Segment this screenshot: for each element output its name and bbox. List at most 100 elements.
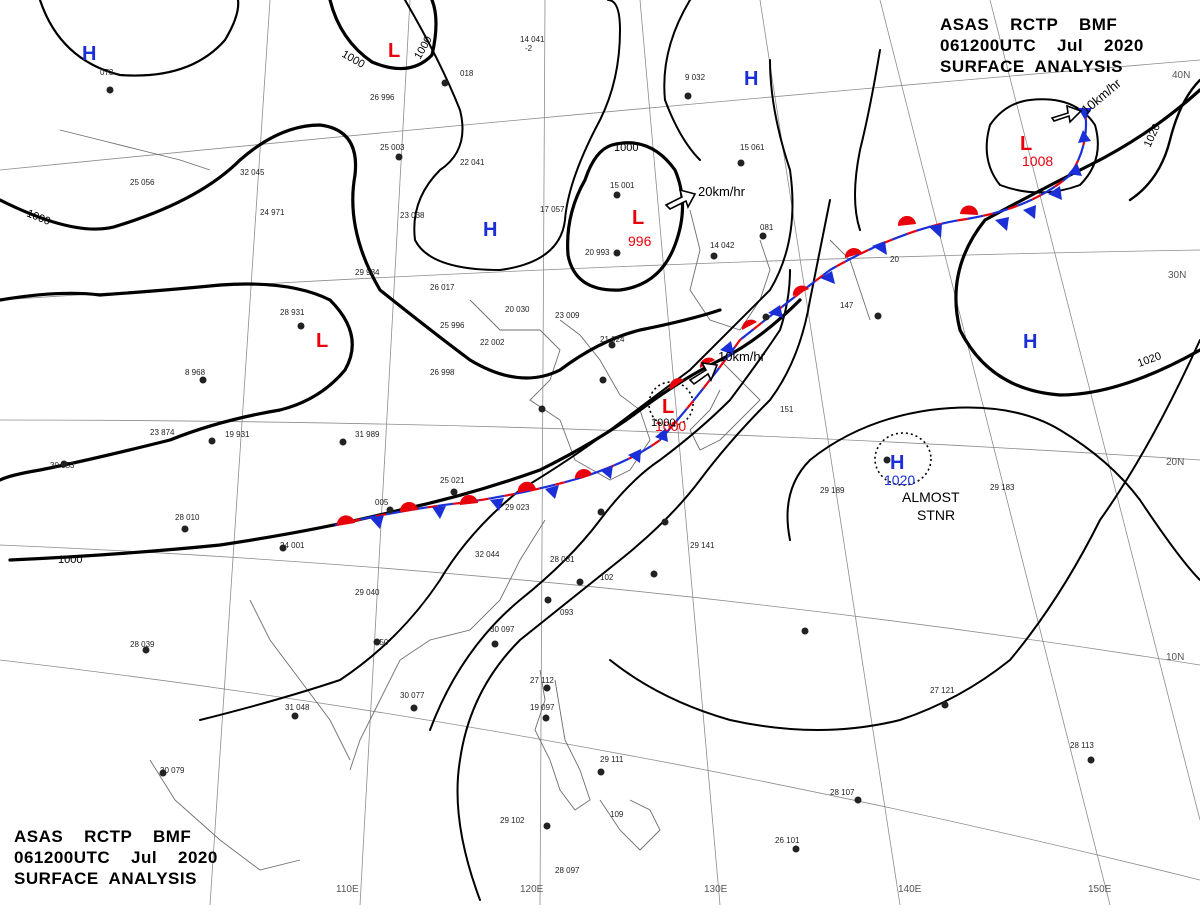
- svg-text:102: 102: [600, 573, 614, 582]
- svg-text:29 189: 29 189: [820, 486, 845, 495]
- header-line-1: ASAS RCTP BMF: [14, 827, 192, 846]
- svg-text:050: 050: [375, 638, 389, 647]
- lat-label: 40N: [1172, 70, 1190, 81]
- motion-arrows: [664, 104, 1083, 386]
- isobar-1020-northeast: [1128, 78, 1200, 202]
- svg-text:109: 109: [610, 810, 624, 819]
- lon-label: 140E: [898, 884, 922, 895]
- isobar-1000-south: [8, 298, 802, 562]
- isobar-north-low: [328, 0, 438, 71]
- header-line-3: SURFACE ANALYSIS: [940, 57, 1123, 76]
- svg-text:19 097: 19 097: [530, 703, 555, 712]
- svg-text:29 984: 29 984: [355, 268, 380, 277]
- svg-text:30 953: 30 953: [50, 461, 75, 470]
- svg-text:19 931: 19 931: [225, 430, 250, 439]
- isobar-mid: [199, 59, 794, 721]
- header-line-3: SURFACE ANALYSIS: [14, 869, 197, 888]
- svg-text:27 121: 27 121: [930, 686, 955, 695]
- svg-text:28 039: 28 039: [130, 640, 155, 649]
- lat-label: 30N: [1168, 270, 1186, 281]
- lat-label: 20N: [1166, 457, 1184, 468]
- svg-text:24 001: 24 001: [280, 541, 305, 550]
- isobar-mongolia-low: [566, 141, 685, 292]
- high-pacific-1-value: 1020: [884, 472, 915, 488]
- motion-label: 20km/hr: [698, 184, 746, 199]
- isobar-1004: [429, 269, 791, 731]
- svg-text:29 141: 29 141: [690, 541, 715, 550]
- low-northeast-label: L: [1020, 133, 1032, 155]
- isobar-1012: [609, 339, 1200, 731]
- chart-header-top: ASAS RCTP BMF 061200UTC Jul 2020 SURFACE A…: [940, 14, 1144, 77]
- svg-text:14 041: 14 041: [520, 35, 545, 44]
- svg-text:018: 018: [460, 69, 474, 78]
- pressure-values: 996 1008 1000 1020: [628, 153, 1053, 488]
- svg-text:26 998: 26 998: [430, 368, 455, 377]
- svg-text:30 097: 30 097: [490, 625, 515, 634]
- svg-text:093: 093: [560, 608, 574, 617]
- high-northwest-label: H: [82, 43, 96, 65]
- svg-text:17 057: 17 057: [540, 205, 565, 214]
- isobar-north-high: [404, 0, 622, 272]
- svg-text:29 111: 29 111: [600, 755, 624, 764]
- svg-text:25 021: 25 021: [440, 476, 465, 485]
- svg-text:23 874: 23 874: [150, 428, 175, 437]
- low-northeast-value: 1008: [1022, 153, 1053, 169]
- svg-text:073: 073: [100, 68, 114, 77]
- isobar-1020-east: [954, 88, 1200, 397]
- svg-text:15 001: 15 001: [610, 181, 635, 190]
- lat-label: 10N: [1166, 652, 1184, 663]
- isobar-label: 1000: [614, 142, 638, 154]
- svg-text:22 002: 22 002: [480, 338, 505, 347]
- svg-text:STNR: STNR: [917, 507, 955, 523]
- svg-text:20: 20: [890, 255, 899, 264]
- grid-labels: 110E 120E 130E 140E 150E 30N 20N 10N 40N: [336, 70, 1190, 895]
- svg-text:-2: -2: [525, 44, 533, 53]
- lon-label: 110E: [336, 884, 359, 895]
- svg-text:23 009: 23 009: [555, 311, 580, 320]
- chart-header-bottom: ASAS RCTP BMF 061200UTC Jul 2020 SURFACE A…: [14, 826, 218, 889]
- isobar-1016: [786, 406, 1200, 581]
- svg-text:26 017: 26 017: [430, 283, 455, 292]
- low-mongolia-label: L: [632, 207, 644, 229]
- svg-text:29 102: 29 102: [500, 816, 525, 825]
- dotted-rings: [648, 381, 932, 486]
- header-line-2: 061200UTC Jul 2020: [14, 848, 218, 867]
- svg-text:24 971: 24 971: [260, 208, 285, 217]
- svg-text:ALMOST: ALMOST: [902, 489, 960, 505]
- isobar-label: 1000: [58, 554, 82, 566]
- isobar-nw-1: [38, 0, 240, 77]
- isobar-far-north: [663, 0, 701, 161]
- svg-text:28 113: 28 113: [1070, 741, 1094, 750]
- isobar-long-1000: [0, 123, 722, 380]
- station-plots: 14 041-2 073 018 26 996 25 003 22 041 25 056…: [50, 35, 1095, 875]
- svg-text:28 107: 28 107: [830, 788, 855, 797]
- svg-text:21 024: 21 024: [600, 335, 625, 344]
- almost-stationary-note: ALMOST STNR: [902, 489, 960, 523]
- svg-text:005: 005: [375, 498, 389, 507]
- low-korea-value: 1000: [655, 418, 686, 434]
- isobar-label: 1000: [651, 417, 675, 429]
- svg-text:29 183: 29 183: [990, 483, 1015, 492]
- pressure-centers: H L H L H L L L H H: [82, 40, 1037, 474]
- svg-text:151: 151: [780, 405, 794, 414]
- stationary-front: [334, 109, 1088, 527]
- low-mongolia-value: 996: [628, 233, 652, 249]
- low-korea-label: L: [662, 396, 674, 418]
- svg-text:31 989: 31 989: [355, 430, 380, 439]
- svg-text:25 996: 25 996: [440, 321, 465, 330]
- svg-text:29 023: 29 023: [505, 503, 530, 512]
- svg-text:31 048: 31 048: [285, 703, 310, 712]
- low-north-label: L: [388, 40, 400, 62]
- isobars: [0, 0, 1200, 901]
- svg-text:8 968: 8 968: [185, 368, 206, 377]
- low-west-label: L: [316, 330, 328, 352]
- svg-text:20 993: 20 993: [585, 248, 610, 257]
- lon-label: 130E: [704, 884, 728, 895]
- front-warm-symbols: [336, 205, 979, 526]
- motion-label: 10km/hr: [718, 349, 766, 364]
- svg-text:081: 081: [760, 223, 774, 232]
- high-central-label: H: [483, 219, 497, 241]
- high-north-label: H: [744, 68, 758, 90]
- svg-text:32 044: 32 044: [475, 550, 500, 559]
